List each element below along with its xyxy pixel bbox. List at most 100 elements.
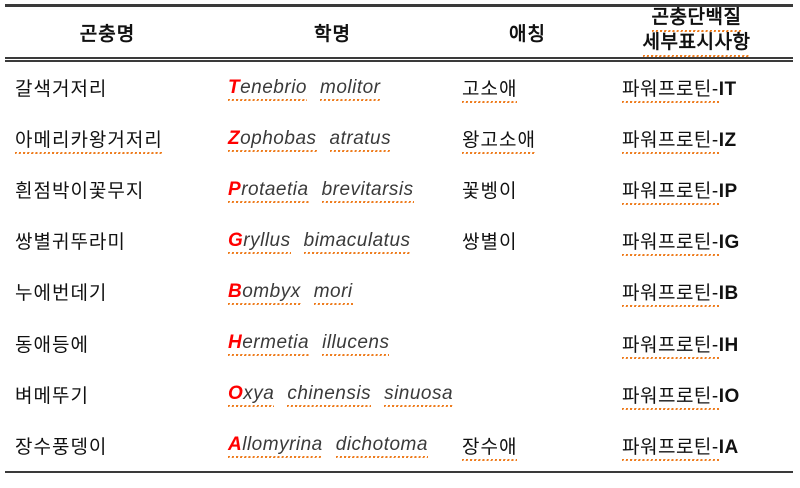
labeling-prefix: 파워프로틴- — [622, 436, 719, 461]
scientific-name-word: brevitarsis — [321, 178, 414, 203]
scientific-name-word: Gryllus — [228, 229, 291, 254]
scientific-name-cell: Protaetia brevitarsis — [210, 178, 455, 203]
insect-name-text: 장수풍뎅이 — [15, 436, 108, 458]
insect-name-cell: 누에번데기 — [5, 278, 210, 305]
table-row: 누에번데기 Bombyx mori 파워프로틴-IB — [5, 266, 793, 317]
scientific-name-word: Protaetia — [228, 178, 309, 203]
scientific-name-cell: Hermetia illucens — [210, 332, 455, 357]
scientific-name-cell: Gryllus bimaculatus — [210, 229, 455, 254]
column-header-protein-labeling: 곤충단백질 세부표시사항 — [600, 7, 793, 57]
column-header-scientific-name: 학명 — [314, 23, 351, 45]
nickname-text: 장수애 — [462, 436, 518, 461]
insect-name-text: 갈색거저리 — [15, 79, 108, 101]
insect-name-text: 흰점박이꽃무지 — [15, 181, 145, 203]
column-header-nickname: 애칭 — [509, 23, 546, 45]
nickname-text: 쌍별이 — [462, 232, 518, 254]
column-header-insect-name: 곤충명 — [79, 23, 136, 45]
labeling-suffix: IH — [718, 334, 739, 356]
labeling-cell: 파워프로틴-IG — [600, 227, 793, 257]
labeling-suffix: IP — [718, 181, 738, 203]
labeling-suffix: IT — [718, 79, 737, 101]
scientific-name-word: Bombyx — [228, 280, 301, 305]
nickname-text: 왕고소애 — [462, 130, 536, 155]
scientific-name-initial: G — [228, 229, 244, 251]
labeling-cell: 파워프로틴-IZ — [600, 125, 793, 155]
insect-name-text: 아메리카왕거저리 — [15, 130, 163, 155]
column-header-protein-labeling-line1: 곤충단백질 — [651, 7, 742, 32]
nickname-cell: 장수애 — [455, 432, 600, 461]
insect-protein-table: 곤충명 학명 애칭 곤충단백질 세부표시사항 갈색거저리 Tenebrio mol… — [5, 4, 793, 473]
labeling-prefix: 파워프로틴- — [622, 283, 719, 308]
insect-name-text: 누에번데기 — [15, 283, 108, 305]
scientific-name-word: chinensis — [287, 383, 372, 408]
labeling-prefix: 파워프로틴- — [622, 181, 719, 206]
labeling-suffix: IG — [718, 232, 740, 254]
scientific-name-initial: A — [228, 434, 243, 456]
nickname-cell: 꽃벵이 — [455, 176, 600, 203]
labeling-cell: 파워프로틴-IP — [600, 176, 793, 206]
labeling-suffix: IB — [718, 283, 739, 305]
scientific-name-cell: Zophobas atratus — [210, 127, 455, 152]
labeling-prefix: 파워프로틴- — [622, 334, 719, 359]
insect-name-cell: 동애등에 — [5, 330, 210, 357]
table-row: 흰점박이꽃무지 Protaetia brevitarsis 꽃벵이 파워프로틴-I… — [5, 164, 793, 215]
nickname-text: 고소애 — [462, 79, 518, 104]
insect-name-cell: 갈색거저리 — [5, 74, 210, 101]
scientific-name-word: dichotoma — [335, 434, 428, 459]
labeling-cell: 파워프로틴-IA — [600, 432, 793, 461]
scientific-name-word: mori — [313, 280, 353, 305]
table-body: 갈색거저리 Tenebrio molitor 고소애 파워프로틴-IT 아메리카왕… — [5, 62, 793, 473]
labeling-cell: 파워프로틴-IH — [600, 330, 793, 359]
scientific-name-initial: O — [228, 383, 244, 405]
labeling-prefix: 파워프로틴- — [622, 130, 719, 155]
scientific-name-word: Zophobas — [228, 127, 317, 152]
insect-name-cell: 장수풍뎅이 — [5, 432, 210, 459]
scientific-name-cell: Allomyrina dichotoma — [210, 434, 455, 459]
insect-name-cell: 쌍별귀뚜라미 — [5, 227, 210, 254]
scientific-name-initial: P — [228, 178, 242, 200]
labeling-cell: 파워프로틴-IT — [600, 74, 793, 104]
labeling-cell: 파워프로틴-IB — [600, 278, 793, 308]
insect-name-cell: 아메리카왕거저리 — [5, 125, 210, 155]
labeling-suffix: IA — [718, 436, 739, 458]
table-row: 벼메뚜기 Oxya chinensis sinuosa 파워프로틴-IO — [5, 369, 793, 420]
labeling-suffix: IZ — [718, 130, 737, 152]
table-row: 동애등에 Hermetia illucens 파워프로틴-IH — [5, 317, 793, 368]
scientific-name-word: molitor — [320, 76, 381, 101]
nickname-text: 꽃벵이 — [462, 181, 518, 203]
table-row: 장수풍뎅이 Allomyrina dichotoma 장수애 파워프로틴-IA — [5, 420, 793, 471]
table-row: 쌍별귀뚜라미 Gryllus bimaculatus 쌍별이 파워프로틴-IG — [5, 215, 793, 266]
scientific-name-initial: T — [228, 76, 241, 98]
insect-name-cell: 벼메뚜기 — [5, 381, 210, 408]
labeling-prefix: 파워프로틴- — [622, 79, 719, 104]
insect-name-text: 동애등에 — [15, 334, 89, 356]
scientific-name-cell: Tenebrio molitor — [210, 76, 455, 101]
labeling-cell: 파워프로틴-IO — [600, 381, 793, 410]
column-header-protein-labeling-line2: 세부표시사항 — [642, 32, 751, 57]
scientific-name-word: Allomyrina — [228, 434, 323, 459]
scientific-name-cell: Oxya chinensis sinuosa — [210, 383, 455, 408]
insect-name-text: 벼메뚜기 — [15, 385, 89, 407]
scientific-name-cell: Bombyx mori — [210, 280, 455, 305]
scientific-name-initial: H — [228, 332, 243, 354]
insect-name-cell: 흰점박이꽃무지 — [5, 176, 210, 203]
table-row: 아메리카왕거저리 Zophobas atratus 왕고소애 파워프로틴-IZ — [5, 113, 793, 164]
scientific-name-word: sinuosa — [384, 383, 454, 408]
nickname-cell: 왕고소애 — [455, 125, 600, 155]
table-header-row: 곤충명 학명 애칭 곤충단백질 세부표시사항 — [5, 4, 793, 62]
insect-name-text: 쌍별귀뚜라미 — [15, 232, 126, 254]
scientific-name-initial: B — [228, 280, 243, 302]
scientific-name-word: atratus — [329, 127, 392, 152]
scientific-name-word: Hermetia — [228, 332, 310, 357]
table-row: 갈색거저리 Tenebrio molitor 고소애 파워프로틴-IT — [5, 62, 793, 113]
nickname-cell: 쌍별이 — [455, 227, 600, 254]
scientific-name-word: bimaculatus — [303, 229, 411, 254]
labeling-prefix: 파워프로틴- — [622, 385, 719, 410]
scientific-name-initial: Z — [228, 127, 241, 149]
nickname-cell: 고소애 — [455, 74, 600, 104]
scientific-name-word: Tenebrio — [228, 76, 307, 101]
scientific-name-word: Oxya — [228, 383, 275, 408]
labeling-suffix: IO — [718, 385, 740, 407]
scientific-name-word: illucens — [322, 332, 390, 357]
